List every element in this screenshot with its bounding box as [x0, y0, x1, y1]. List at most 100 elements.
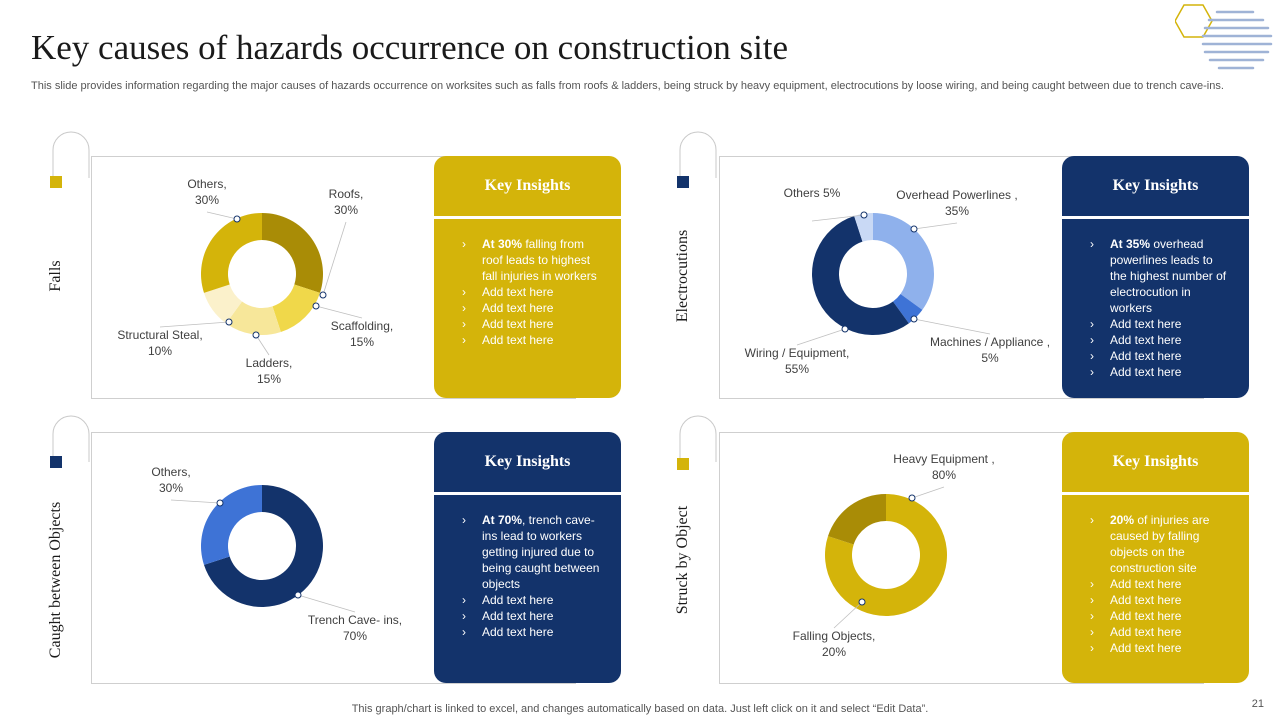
donut-slice-overhead-powerlines: [873, 213, 934, 310]
data-label: Falling Objects,: [793, 629, 876, 643]
caught-between-donut-chart: Trench Cave- ins, 70% Others, 30%: [91, 432, 434, 684]
leader-line: [811, 214, 865, 222]
data-label: Heavy Equipment ,: [893, 452, 994, 466]
panel-label: Electrocutions: [674, 229, 691, 323]
insight-item: Add text here: [462, 608, 603, 624]
leader-line: [833, 601, 863, 629]
donut-slice-wiring-equipment: [811, 215, 909, 335]
hook-connector-icon: [52, 131, 90, 178]
donut-slice-roofs: [262, 213, 323, 293]
leader-dot: [860, 211, 868, 219]
card-title: Key Insights: [484, 177, 571, 194]
insight-lead-bold: 20%: [1110, 513, 1135, 527]
leader-dot: [216, 499, 224, 507]
leader-line: [913, 318, 991, 335]
stripe-lines-icon: [1201, 10, 1273, 70]
data-label: 55%: [785, 362, 809, 376]
insight-lead-bold: At 35%: [1110, 237, 1151, 251]
page-number: 21: [1251, 698, 1264, 710]
insight-lead: At 35% overhead powerlines leads to the …: [1090, 236, 1231, 316]
leader-line: [170, 499, 221, 504]
hook-connector-icon: [52, 415, 90, 462]
insight-item: Add text here: [1090, 348, 1231, 364]
card-title: Key Insights: [1112, 453, 1199, 470]
page-subtitle: This slide provides information regardin…: [31, 80, 1224, 92]
donut-slice-others: [854, 213, 873, 242]
donut-svg: Overhead Powerlines , 35% Machines / Appli…: [745, 186, 1050, 376]
data-label: Structural Steal,: [117, 328, 202, 342]
leader-dot: [319, 291, 327, 299]
data-label: Machines / Appliance ,: [930, 335, 1050, 349]
leader-dot: [841, 325, 849, 333]
insight-list: At 30% falling from roof leads to highes…: [434, 219, 621, 348]
leader-line: [297, 594, 356, 613]
donut-svg: Trench Cave- ins, 70% Others, 30%: [151, 465, 402, 643]
data-label: Others,: [151, 465, 190, 479]
key-insights-card: Key Insights 20% of injuries are caused …: [1062, 432, 1249, 683]
insight-item: Add text here: [1090, 592, 1231, 608]
leader-line: [315, 305, 363, 319]
data-label: 30%: [334, 203, 358, 217]
insight-item: Add text here: [1090, 640, 1231, 656]
leader-dot: [233, 215, 241, 223]
insight-item: Add text here: [462, 316, 603, 332]
insight-lead-text: falling from roof leads to highest fall …: [482, 237, 597, 283]
insight-item: Add text here: [1090, 608, 1231, 624]
data-label: 80%: [932, 468, 956, 482]
insight-lead: At 30% falling from roof leads to highes…: [462, 236, 603, 284]
card-title: Key Insights: [1112, 177, 1199, 194]
data-label: Others 5%: [784, 186, 841, 200]
navy-marker-icon: [677, 176, 689, 188]
data-label: 30%: [159, 481, 183, 495]
insight-item: Add text here: [462, 300, 603, 316]
donut-slice-falling-objects: [827, 494, 886, 545]
insight-lead-text: overhead powerlines leads to the highest…: [1110, 237, 1227, 315]
leader-dot: [294, 591, 302, 599]
insight-list: At 70%, trench cave-ins lead to workers …: [434, 495, 621, 640]
card-divider: [434, 492, 621, 495]
insight-lead-text: , trench cave-ins lead to workers gettin…: [482, 513, 600, 591]
donut-slice-ladders: [226, 301, 281, 335]
insight-item: Add text here: [1090, 576, 1231, 592]
leader-dot: [312, 302, 320, 310]
data-label: Ladders,: [246, 356, 293, 370]
page-title: Key causes of hazards occurrence on cons…: [31, 28, 789, 67]
insight-lead-bold: At 30%: [482, 237, 523, 251]
donut-slice-trench-cave-ins: [203, 485, 323, 607]
card-title: Key Insights: [484, 453, 571, 470]
data-label: 30%: [195, 193, 219, 207]
insight-item: Add text here: [462, 332, 603, 348]
hook-connector-icon: [679, 415, 717, 462]
insight-item: Add text here: [1090, 316, 1231, 332]
navy-marker-icon: [50, 456, 62, 468]
donut-slice-scaffolding: [272, 284, 321, 333]
leader-dot: [225, 318, 233, 326]
data-label: 10%: [148, 344, 172, 358]
electrocutions-donut-chart: Overhead Powerlines , 35% Machines / Appli…: [719, 156, 1062, 399]
data-label: 5%: [981, 351, 999, 365]
panel-label: Struck by Object: [674, 505, 691, 615]
data-label: Roofs,: [329, 187, 364, 201]
donut-svg: Heavy Equipment , 80% Falling Objects, 20%: [793, 452, 995, 659]
insight-item: Add text here: [462, 624, 603, 640]
data-label: Scaffolding,: [331, 319, 394, 333]
gold-marker-icon: [50, 176, 62, 188]
panel-label: Caught between Objects: [47, 501, 64, 659]
leader-dot: [858, 598, 866, 606]
insight-item: Add text here: [1090, 332, 1231, 348]
data-label: 15%: [257, 372, 281, 386]
leader-line: [255, 334, 270, 356]
data-label: 20%: [822, 645, 846, 659]
leader-dot: [252, 331, 260, 339]
insight-item: Add text here: [462, 284, 603, 300]
insight-item: Add text here: [1090, 364, 1231, 380]
insight-lead-bold: At 70%: [482, 513, 523, 527]
data-label: Wiring / Equipment,: [745, 346, 850, 360]
hook-connector-icon: [679, 131, 717, 178]
donut-svg: Roofs, 30% Scaffolding, 15% Ladders, 15% Struc…: [117, 177, 394, 386]
gold-marker-icon: [677, 458, 689, 470]
card-divider: [1062, 492, 1249, 495]
data-label: 15%: [350, 335, 374, 349]
struck-by-object-donut-chart: Heavy Equipment , 80% Falling Objects, 20%: [719, 432, 1062, 684]
data-label: Others,: [187, 177, 226, 191]
